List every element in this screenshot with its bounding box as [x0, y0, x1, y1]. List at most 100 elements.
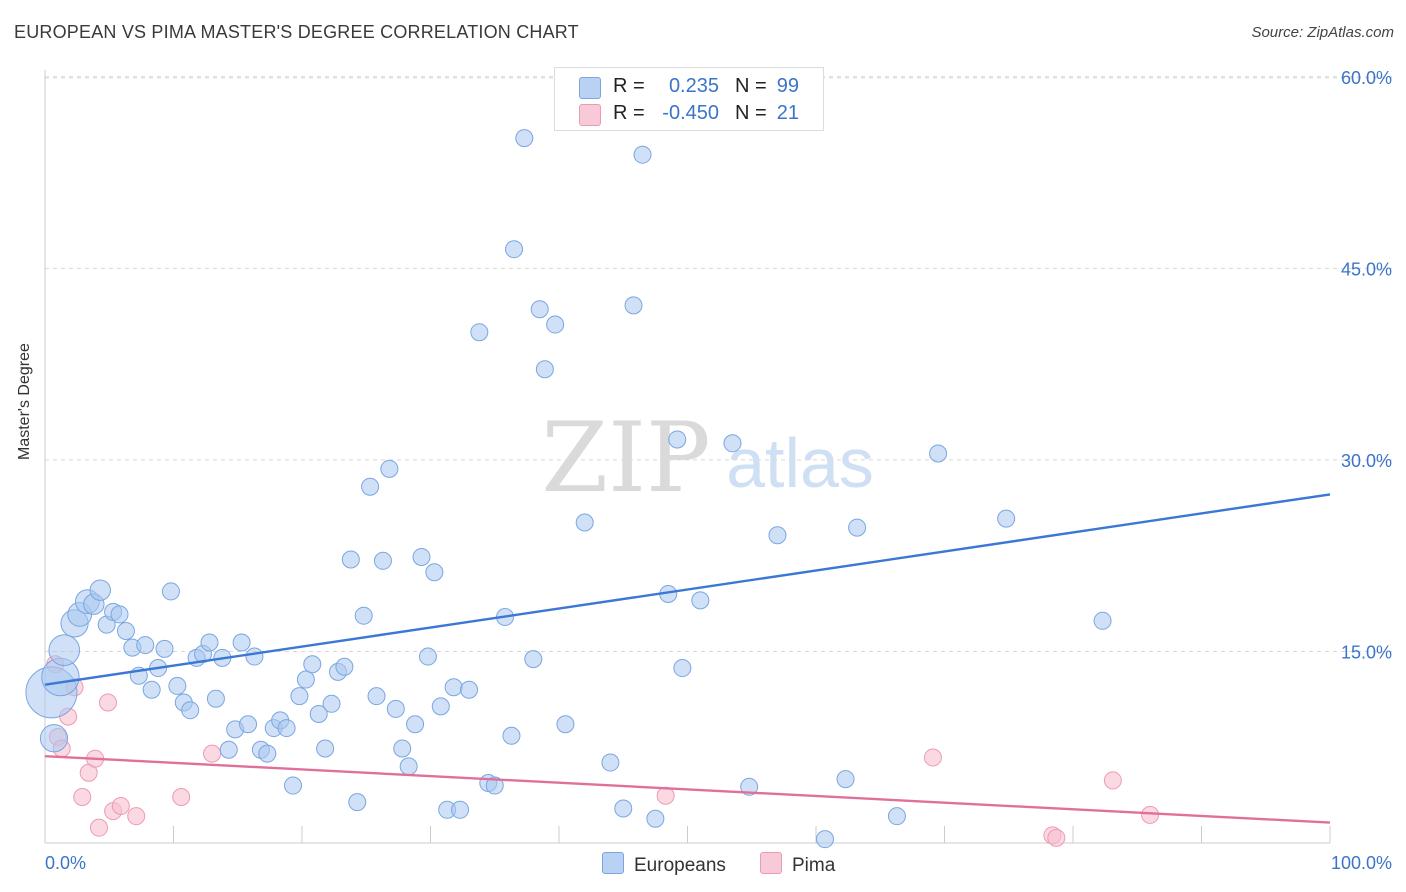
- europeans-point: [460, 680, 479, 699]
- europeans-point: [89, 579, 111, 601]
- europeans-point: [470, 323, 489, 342]
- europeans-point: [309, 705, 328, 724]
- pima-point: [98, 693, 117, 712]
- europeans-point: [136, 636, 155, 655]
- europeans-point: [485, 776, 504, 795]
- europeans-point: [556, 715, 575, 734]
- europeans-point: [258, 744, 277, 763]
- europeans-point: [668, 430, 687, 449]
- europeans-swatch: [579, 77, 601, 99]
- source-label: Source: ZipAtlas.com: [1251, 24, 1394, 41]
- europeans-point: [646, 809, 665, 828]
- europeans-point: [373, 551, 392, 570]
- europeans-point: [399, 757, 418, 776]
- x-tick-label: 0.0%: [45, 853, 86, 873]
- europeans-point: [723, 434, 742, 453]
- legend-row-europeans: R = 0.235 N = 99: [555, 74, 823, 100]
- pima-point: [1047, 828, 1066, 847]
- europeans-point: [691, 591, 710, 610]
- europeans-point: [245, 647, 264, 666]
- europeans-point: [768, 526, 787, 545]
- europeans-point: [502, 726, 521, 745]
- europeans-point: [386, 699, 405, 718]
- europeans-point: [322, 694, 341, 713]
- pima-point: [1103, 771, 1122, 790]
- y-axis-label: Master's Degree: [16, 343, 33, 460]
- europeans-point: [505, 240, 524, 259]
- legend-label: Pima: [792, 855, 836, 876]
- chart-title: EUROPEAN VS PIMA MASTER'S DEGREE CORRELA…: [14, 22, 579, 42]
- watermark-zip: ZIP: [541, 402, 710, 514]
- europeans-point: [296, 670, 315, 689]
- europeans-point: [848, 518, 867, 537]
- europeans-point: [1093, 611, 1112, 630]
- europeans-point: [290, 687, 309, 706]
- legend-item-europeans: Europeans: [602, 852, 726, 877]
- europeans-point: [451, 800, 470, 819]
- europeans-point: [354, 606, 373, 625]
- pima-point: [203, 744, 222, 763]
- europeans-point: [929, 444, 948, 463]
- n-label: N =: [735, 102, 767, 124]
- europeans-point: [524, 650, 543, 669]
- r-value: -0.450: [662, 102, 719, 124]
- europeans-point: [303, 655, 322, 674]
- europeans-point: [412, 547, 431, 566]
- n-label: N =: [735, 75, 767, 97]
- europeans-point: [431, 697, 450, 716]
- legend-row-pima: R = -0.450 N = 21: [555, 101, 823, 127]
- r-label: R =: [613, 102, 645, 124]
- europeans-point: [515, 129, 534, 148]
- europeans-point: [575, 513, 594, 532]
- europeans-point: [393, 739, 412, 758]
- europeans-point: [997, 509, 1016, 528]
- y-tick-label: 30.0%: [1341, 451, 1392, 471]
- europeans-point: [341, 550, 360, 569]
- europeans-point: [406, 715, 425, 734]
- europeans-point: [110, 605, 129, 624]
- europeans-trend-line: [44, 493, 1331, 686]
- europeans-point: [116, 622, 135, 641]
- europeans-point: [425, 563, 444, 582]
- n-value: 99: [776, 75, 799, 97]
- europeans-point: [155, 639, 174, 658]
- pima-trend-line: [44, 754, 1331, 824]
- europeans-point: [361, 477, 380, 496]
- tick-labels: 15.0% 30.0% 45.0% 60.0% 0.0% 100.0%: [45, 68, 1392, 873]
- europeans-point: [380, 459, 399, 478]
- legend-label: Europeans: [634, 855, 726, 876]
- europeans-points: [25, 83, 1112, 849]
- pima-point: [923, 748, 942, 767]
- europeans-point: [168, 676, 187, 695]
- legend-item-pima: Pima: [760, 852, 835, 877]
- europeans-point: [815, 830, 834, 849]
- pima-point: [111, 796, 130, 815]
- correlation-legend: R = 0.235 N = 99 R = -0.450 N = 21: [554, 67, 824, 131]
- europeans-point: [673, 659, 692, 678]
- europeans-point: [633, 145, 652, 164]
- gridlines: [45, 76, 1392, 652]
- europeans-point: [348, 793, 367, 812]
- pima-point: [1141, 805, 1160, 824]
- europeans-point: [624, 296, 643, 315]
- europeans-point: [367, 687, 386, 706]
- europeans-point: [887, 807, 906, 826]
- europeans-point: [316, 739, 335, 758]
- europeans-point: [48, 634, 81, 666]
- watermark-atlas: atlas: [726, 424, 874, 502]
- europeans-point: [277, 719, 296, 738]
- pima-swatch: [760, 852, 782, 874]
- europeans-point: [614, 799, 633, 818]
- europeans-point: [535, 360, 554, 379]
- europeans-point: [200, 633, 219, 652]
- europeans-point: [418, 647, 437, 666]
- pima-point: [172, 788, 191, 807]
- europeans-point: [546, 315, 565, 334]
- europeans-point: [239, 715, 258, 734]
- pima-point: [89, 818, 108, 837]
- europeans-point: [219, 740, 238, 759]
- europeans-point: [284, 776, 303, 795]
- europeans-point: [232, 633, 251, 652]
- europeans-point: [206, 689, 225, 708]
